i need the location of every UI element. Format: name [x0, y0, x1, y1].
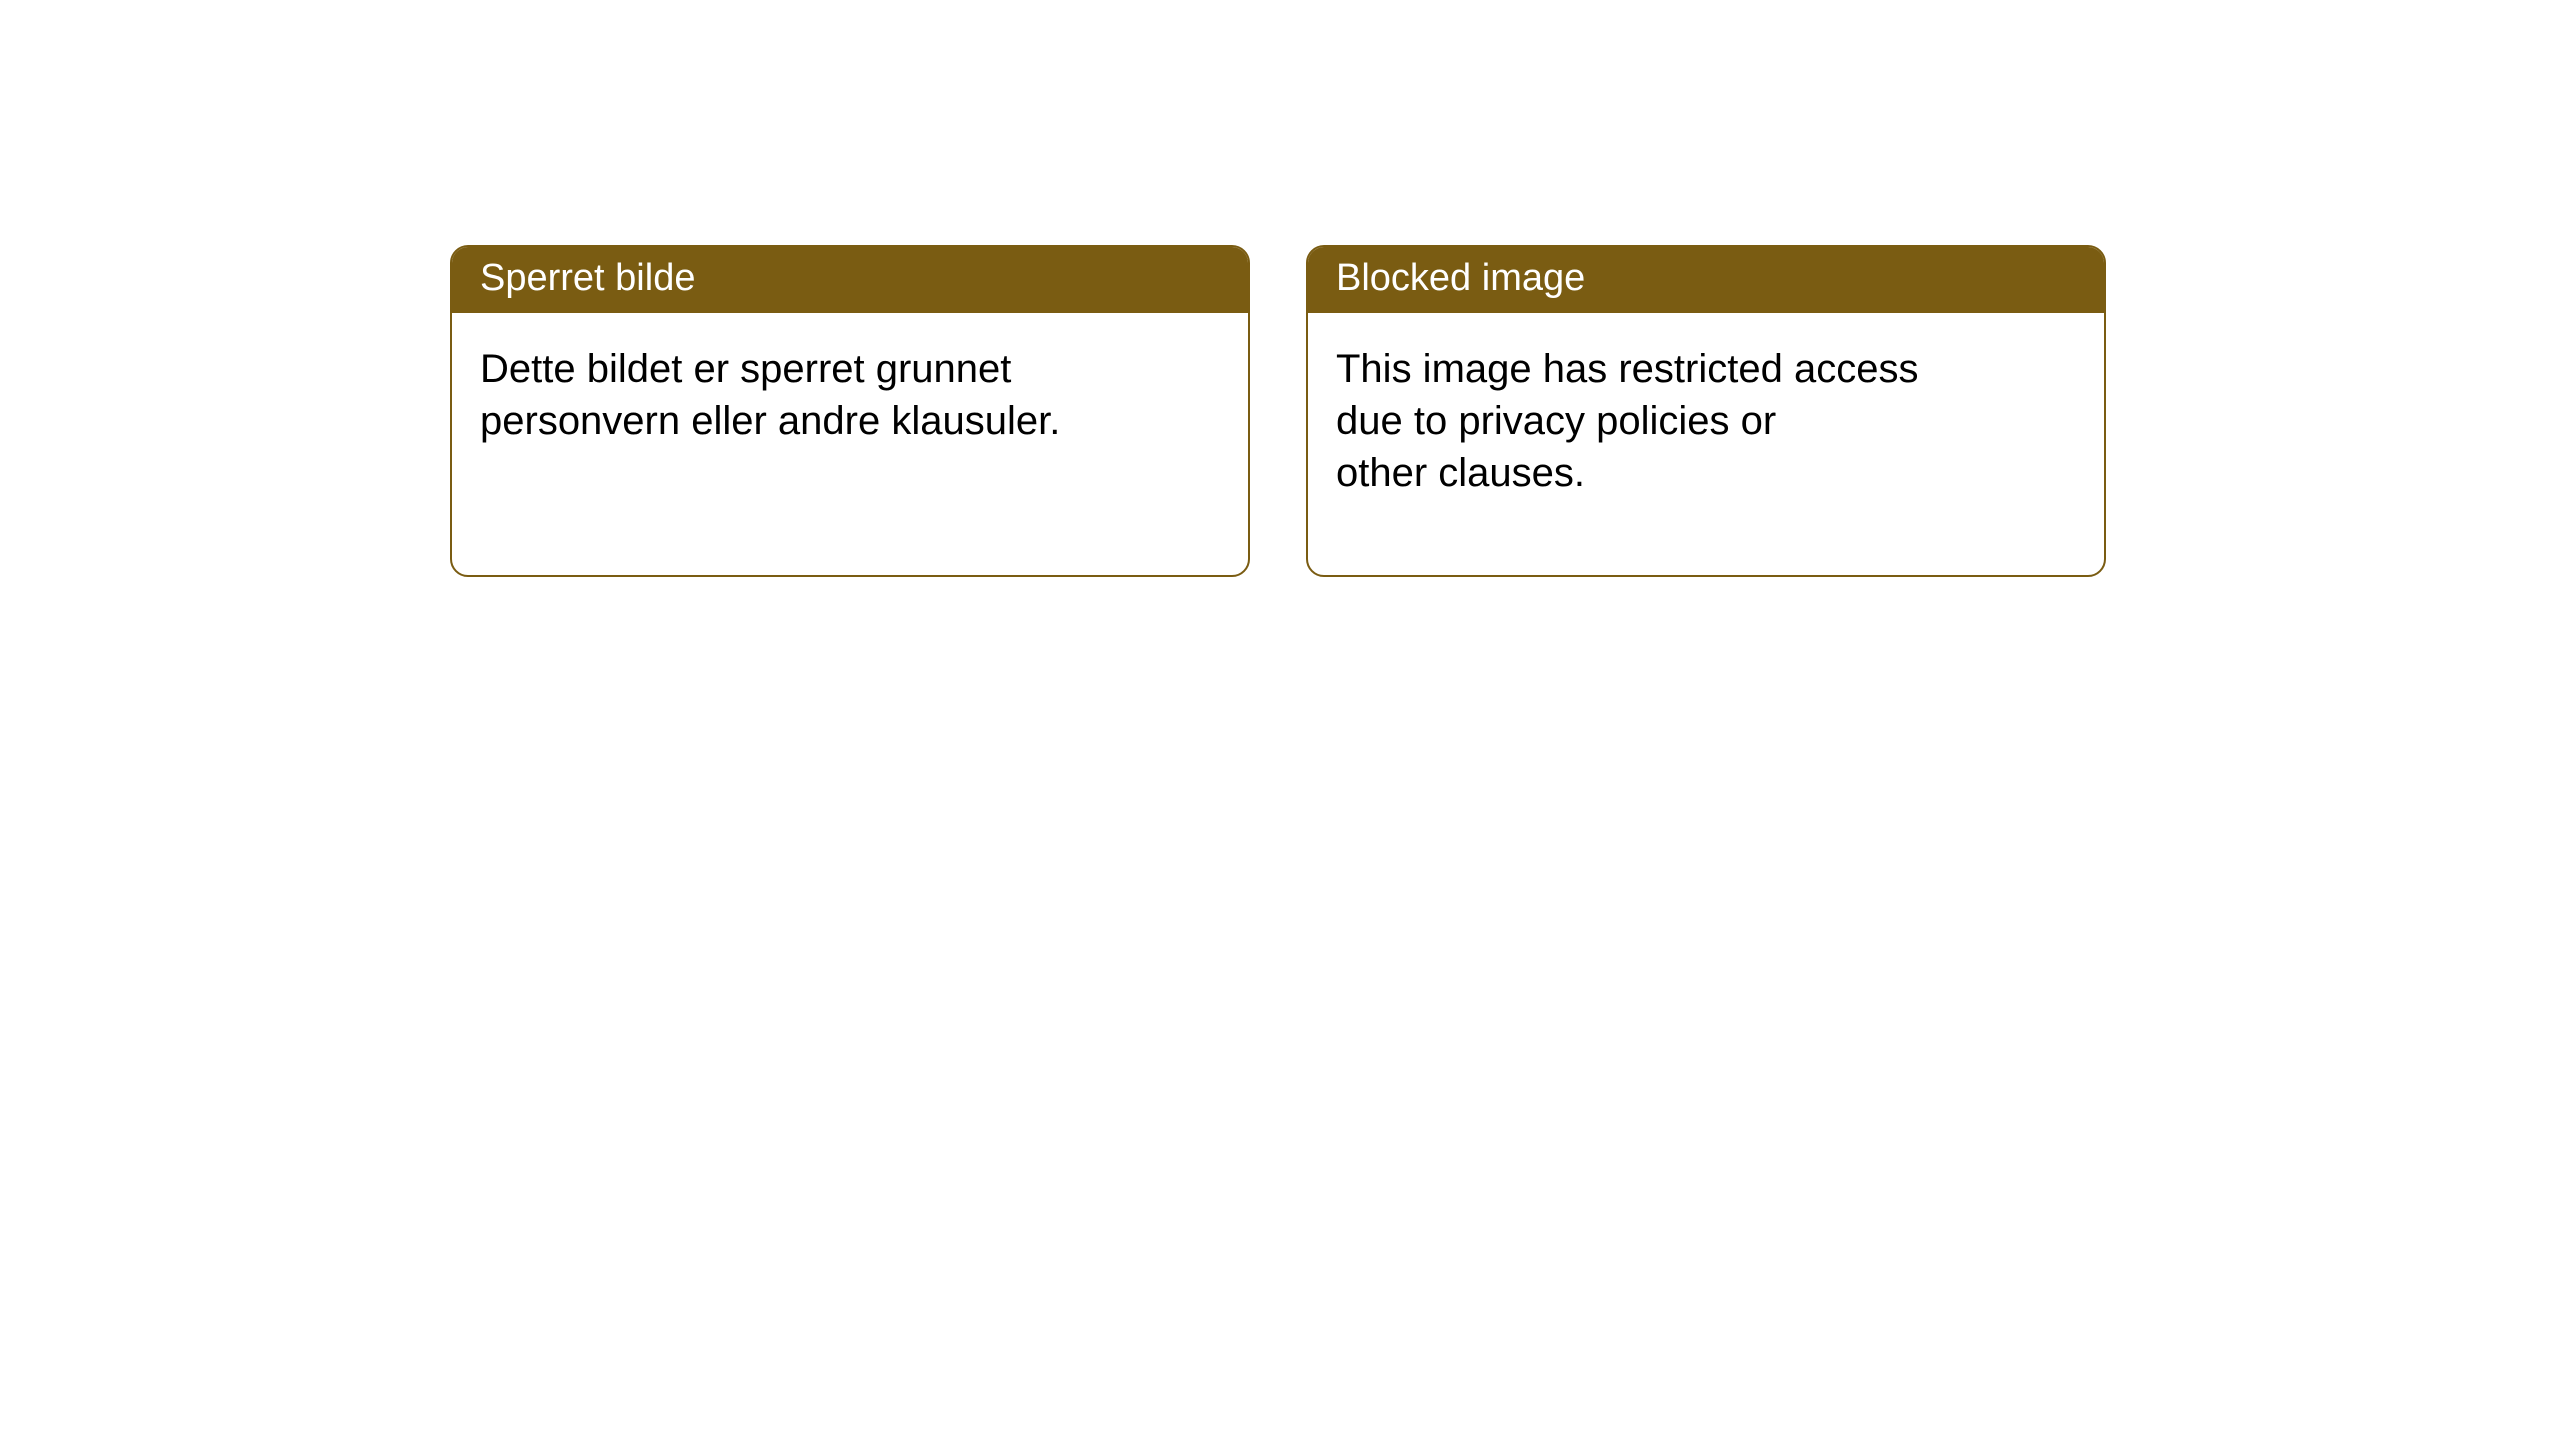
notice-message-en: This image has restricted access due to …	[1308, 313, 2104, 519]
notice-title-en: Blocked image	[1308, 247, 2104, 313]
notice-container: Sperret bilde Dette bildet er sperret gr…	[450, 245, 2106, 577]
notice-message-no: Dette bildet er sperret grunnet personve…	[452, 313, 1248, 467]
notice-card-en: Blocked image This image has restricted …	[1306, 245, 2106, 577]
notice-title-no: Sperret bilde	[452, 247, 1248, 313]
notice-card-no: Sperret bilde Dette bildet er sperret gr…	[450, 245, 1250, 577]
